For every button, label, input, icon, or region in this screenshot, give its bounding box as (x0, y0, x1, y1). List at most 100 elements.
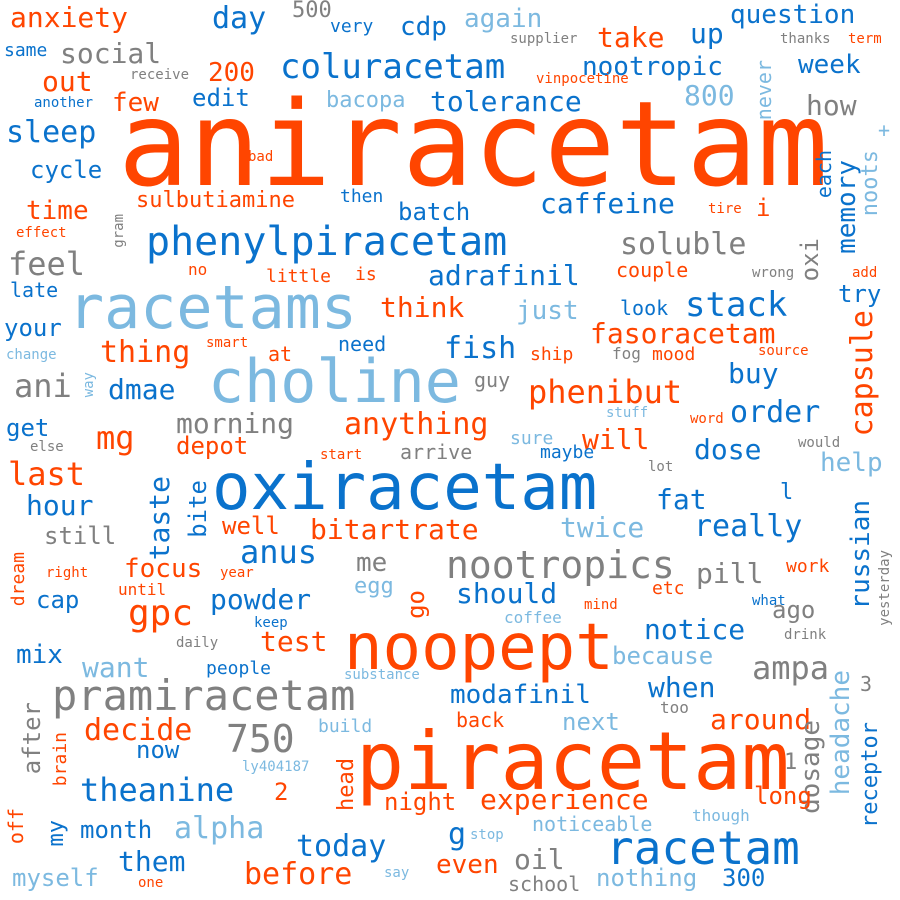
cloud-word: phenibut (528, 373, 683, 411)
cloud-word: no (188, 260, 208, 279)
cloud-word: head (334, 758, 359, 811)
cloud-word: choline (208, 347, 461, 417)
cloud-word: back (456, 708, 505, 732)
cloud-word: what (752, 593, 786, 609)
cloud-word: dmae (108, 373, 176, 406)
cloud-word: focus (124, 554, 203, 584)
cloud-word: people (206, 658, 272, 679)
cloud-word: supplier (510, 31, 578, 47)
cloud-word: pill (696, 557, 764, 590)
cloud-word: never (752, 60, 776, 121)
cloud-word: another (34, 95, 94, 111)
cloud-word: work (786, 556, 830, 577)
cloud-word: school (508, 872, 581, 896)
cloud-word: is (355, 264, 377, 285)
cloud-word: 200 (208, 58, 255, 88)
cloud-word: time (26, 196, 89, 226)
cloud-word: fasoracetam (590, 317, 776, 350)
cloud-word: capsule (845, 310, 880, 437)
cloud-word: 800 (684, 79, 735, 112)
cloud-word: headache (826, 670, 856, 796)
cloud-word: nootropic (582, 52, 723, 82)
cloud-word: stop (470, 827, 504, 843)
cloud-word: cdp (400, 12, 447, 42)
cloud-word: buy (728, 357, 779, 390)
cloud-word: me (356, 548, 388, 578)
cloud-word: bad (248, 149, 274, 165)
cloud-word: brain (50, 732, 71, 787)
cloud-word: aniracetam (118, 75, 829, 213)
cloud-word: cap (36, 586, 80, 614)
cloud-word: ampa (752, 649, 830, 687)
cloud-word: still (44, 522, 117, 550)
cloud-word: morning (176, 407, 295, 440)
cloud-word: guy (474, 368, 511, 392)
cloud-word: go (402, 590, 430, 619)
cloud-word: question (730, 0, 856, 30)
cloud-word: want (82, 651, 150, 684)
cloud-word: at (268, 342, 293, 366)
cloud-word: 750 (226, 717, 295, 761)
cloud-word: term (848, 31, 882, 47)
cloud-word: before (244, 857, 353, 892)
cloud-word: gram (111, 214, 127, 248)
cloud-word: i (756, 194, 771, 222)
cloud-word: week (798, 50, 861, 80)
cloud-word: substance (344, 667, 420, 683)
cloud-word: sleep (6, 115, 97, 150)
cloud-word: soluble (620, 227, 747, 262)
cloud-word: up (690, 17, 724, 50)
cloud-word: dose (694, 433, 762, 466)
cloud-word: mg (96, 419, 135, 457)
cloud-word: mix (16, 640, 63, 670)
cloud-word: even (436, 850, 499, 880)
cloud-word: will (582, 423, 650, 456)
cloud-word: right (46, 565, 89, 581)
cloud-word: noopept (344, 611, 614, 685)
cloud-word: test (260, 625, 328, 658)
cloud-word: bacopa (326, 88, 406, 113)
cloud-word: same (4, 40, 48, 61)
cloud-word: adrafinil (428, 259, 580, 292)
cloud-word: receptor (858, 722, 883, 828)
cloud-word: hour (26, 489, 94, 522)
cloud-word: because (612, 642, 714, 670)
cloud-word: racetams (68, 273, 357, 343)
cloud-word: few (112, 88, 159, 118)
cloud-word: take (597, 21, 665, 54)
cloud-word: feel (8, 245, 86, 283)
cloud-word: yesterday (877, 550, 893, 626)
cloud-word: fat (656, 483, 707, 516)
cloud-word: how (806, 89, 857, 122)
cloud-word: little (266, 266, 332, 287)
cloud-word: think (380, 291, 465, 324)
cloud-word: again (464, 4, 543, 34)
cloud-word: mood (652, 344, 696, 365)
cloud-word: notice (644, 613, 746, 646)
cloud-word: them (118, 845, 186, 878)
cloud-word: l (780, 480, 794, 505)
cloud-word: fish (444, 331, 517, 366)
cloud-word: 1 (784, 750, 798, 775)
cloud-word: keep (254, 615, 288, 631)
cloud-word: way (81, 372, 97, 398)
cloud-word: edit (192, 84, 250, 112)
cloud-word: coffee (504, 608, 562, 627)
cloud-word: theanine (80, 771, 235, 809)
cloud-word: daily (176, 635, 219, 651)
cloud-word: arrive (400, 440, 473, 464)
cloud-word: 2 (274, 778, 289, 806)
cloud-word: when (648, 671, 716, 704)
cloud-word: long (754, 782, 812, 810)
cloud-word: start (320, 447, 363, 463)
cloud-word: + (878, 118, 891, 142)
cloud-word: dream (8, 552, 29, 607)
cloud-word: anything (344, 407, 489, 442)
cloud-word: try (838, 280, 882, 308)
cloud-word: nootropics (446, 543, 675, 587)
cloud-word: russian (846, 500, 876, 610)
cloud-word: late (10, 278, 59, 302)
cloud-word: off (4, 808, 28, 845)
cloud-word: source (758, 343, 809, 359)
cloud-word: wrong (752, 265, 795, 281)
